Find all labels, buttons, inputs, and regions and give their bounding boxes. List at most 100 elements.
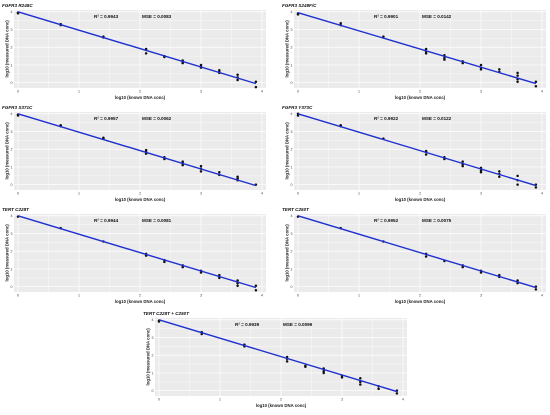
data-point — [359, 383, 362, 386]
regression-line — [297, 113, 537, 187]
y-tick-label: 2 — [152, 354, 154, 358]
data-point — [254, 85, 258, 89]
data-point — [236, 284, 239, 288]
y-tick-label: 3 — [291, 232, 293, 236]
regression-line — [17, 215, 257, 289]
x-axis-label: log10 (known DNA conc) — [394, 299, 446, 304]
y-tick-label: 3 — [11, 130, 13, 134]
x-tick-label: 1 — [78, 294, 80, 298]
mse-label: MSE = 0.0122 — [422, 116, 452, 121]
regression-line — [297, 11, 537, 85]
y-tick-label: 4 — [291, 214, 293, 218]
data-point — [16, 114, 20, 117]
x-tick-label: 2 — [139, 294, 141, 298]
mse-label: MSE = 0.0083 — [142, 14, 172, 19]
y-tick-label: 2 — [11, 46, 13, 50]
y-tick-label: 2 — [11, 148, 13, 152]
y-tick-label: 3 — [11, 232, 13, 236]
chart-panel-2: FGFR3 S249F/C 0 0 1 1 2 2 3 3 4 4 R² = 0.9901 MSE =… — [280, 0, 550, 105]
x-tick-label: 3 — [200, 90, 202, 94]
y-tick-label: 0 — [291, 285, 293, 289]
data-point — [424, 47, 428, 51]
x-axis-label: log10 (known DNA conc) — [114, 197, 166, 202]
y-tick-label: 0 — [11, 81, 13, 85]
x-tick-label: 2 — [280, 398, 282, 402]
data-point — [199, 63, 203, 67]
data-point — [534, 288, 538, 291]
data-point — [236, 78, 239, 82]
y-tick-label: 2 — [291, 46, 293, 50]
panel-title: TERT C228T — [2, 207, 29, 212]
data-point — [181, 265, 184, 269]
data-point — [461, 160, 464, 163]
x-tick-label: 2 — [419, 294, 421, 298]
r-squared-label: R² = 0.9901 — [374, 14, 399, 19]
x-tick-label: 0 — [17, 192, 19, 196]
r-squared-label: R² = 0.9952 — [374, 218, 399, 223]
data-point — [199, 164, 203, 168]
x-tick-label: 1 — [358, 90, 360, 94]
y-axis-label: log10 (measured DNA conc) — [284, 224, 290, 282]
data-point — [377, 387, 380, 391]
data-point — [163, 260, 166, 264]
y-tick-label: 3 — [291, 130, 293, 134]
data-point — [254, 284, 258, 288]
x-tick-label: 3 — [480, 192, 482, 196]
r-squared-label: R² = 0.9939 — [235, 322, 260, 327]
panel-title: TERT C228T + C250T — [143, 311, 189, 316]
y-axis-label: log10 (measured DNA conc) — [4, 224, 10, 282]
x-tick-label: 3 — [480, 90, 482, 94]
x-tick-label: 4 — [541, 192, 543, 196]
data-point — [479, 171, 483, 174]
x-tick-label: 3 — [200, 294, 202, 298]
plot-svg: 0 0 1 1 2 2 3 3 4 4 R² = 0.9901 MSE = 0.0142 — [291, 10, 546, 94]
regression-line — [17, 11, 257, 85]
data-point — [359, 377, 362, 380]
x-tick-label: 2 — [139, 192, 141, 196]
plot-svg: 0 0 1 1 2 2 3 3 4 4 R² = 0.9939 MSE = 0.0099 — [152, 318, 407, 402]
data-point — [461, 164, 464, 168]
data-point — [479, 63, 483, 67]
data-point — [254, 80, 258, 84]
x-tick-label: 4 — [261, 90, 263, 94]
x-tick-label: 4 — [541, 90, 543, 94]
y-tick-label: 4 — [11, 214, 13, 218]
plot-svg: 0 0 1 1 2 2 3 3 4 4 R² = 0.9943 MSE = 0.0083 — [11, 10, 266, 94]
x-tick-label: 1 — [78, 192, 80, 196]
x-tick-label: 2 — [419, 192, 421, 196]
plot-svg: 0 0 1 1 2 2 3 3 4 4 R² = 0.9957 MSE = 0.0062 — [11, 112, 266, 196]
x-tick-label: 0 — [17, 90, 19, 94]
data-point — [516, 174, 519, 178]
data-point — [304, 365, 307, 368]
data-point — [516, 71, 519, 75]
r-squared-label: R² = 0.9922 — [374, 116, 399, 121]
mse-label: MSE = 0.0081 — [142, 218, 172, 223]
data-point — [424, 255, 428, 258]
data-point — [296, 13, 300, 16]
y-axis-label: log10 (measured DNA conc) — [284, 122, 290, 180]
plot-svg: 0 0 1 1 2 2 3 3 4 4 R² = 0.9952 MSE = 0.0075 — [291, 214, 546, 298]
data-point — [443, 58, 446, 61]
y-tick-label: 1 — [11, 267, 13, 271]
data-point — [181, 163, 184, 167]
regression-line — [17, 113, 257, 187]
y-tick-label: 0 — [291, 183, 293, 187]
y-tick-label: 2 — [11, 250, 13, 254]
plot-svg: 0 0 1 1 2 2 3 3 4 4 R² = 0.9944 MSE = 0.0081 — [11, 214, 266, 298]
y-tick-label: 0 — [11, 285, 13, 289]
r-squared-label: R² = 0.9943 — [94, 14, 119, 19]
y-tick-label: 1 — [11, 63, 13, 67]
x-tick-label: 4 — [261, 192, 263, 196]
y-tick-label: 2 — [291, 148, 293, 152]
data-point — [395, 392, 399, 395]
x-axis-label: log10 (known DNA conc) — [255, 403, 307, 408]
y-tick-label: 1 — [11, 165, 13, 169]
data-point — [516, 80, 519, 84]
x-tick-label: 2 — [419, 90, 421, 94]
r-squared-label: R² = 0.9957 — [94, 116, 119, 121]
y-tick-label: 3 — [291, 28, 293, 32]
data-point — [516, 279, 519, 282]
mse-label: MSE = 0.0075 — [422, 218, 452, 223]
panel-title: TERT C250T — [282, 207, 309, 212]
x-tick-label: 0 — [17, 294, 19, 298]
